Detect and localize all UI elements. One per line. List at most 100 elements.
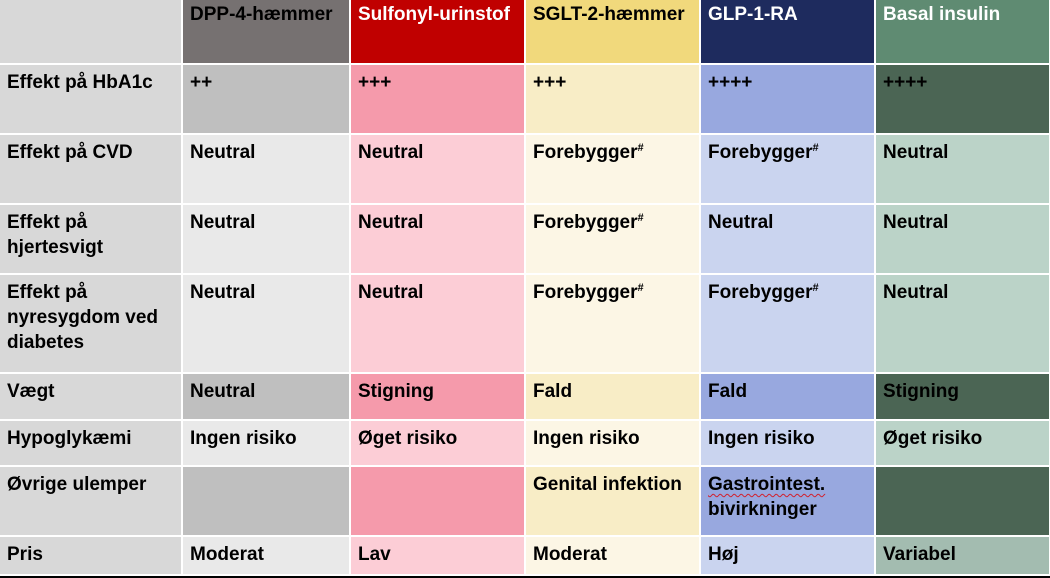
- cell-value: Øget risiko: [358, 428, 458, 449]
- table-cell: Neutral: [350, 134, 526, 205]
- table-row: Effekt på HbA1c ++ +++ +++ ++++ ++++: [0, 64, 1050, 135]
- cell-value: Moderat: [533, 544, 607, 565]
- cell-value: Ingen risiko: [708, 428, 815, 449]
- column-header: Sulfonyl-urinstof: [350, 0, 526, 65]
- cell-value: Fald: [533, 381, 573, 402]
- table-cell: [875, 466, 1050, 537]
- table-cell: Neutral: [182, 134, 351, 205]
- cell-value: Øget risiko: [883, 428, 983, 449]
- table-cell: Forebygger#: [525, 134, 701, 205]
- cell-value: Neutral: [883, 142, 949, 163]
- table-cell: Forebygger#: [525, 274, 701, 374]
- cell-value: Neutral: [358, 142, 424, 163]
- table-cell: Moderat: [525, 536, 701, 576]
- table-cell: Neutral: [182, 274, 351, 374]
- table-cell: ++++: [875, 64, 1050, 135]
- cell-value: +++: [358, 72, 392, 93]
- cell-value: Forebygger: [533, 282, 638, 303]
- row-header: Effekt på nyresygdom ved diabetes: [0, 274, 183, 374]
- table-cell: Neutral: [182, 373, 351, 421]
- footnote-marker: #: [637, 282, 644, 294]
- table-cell: Høj: [700, 536, 876, 576]
- table-cell: Forebygger#: [700, 134, 876, 205]
- table-cell: Gastrointest. bivirkninger: [700, 466, 876, 537]
- row-header-label: Effekt på hjertesvigt: [7, 212, 104, 258]
- table-cell: +++: [350, 64, 526, 135]
- column-header: SGLT-2-hæmmer: [525, 0, 701, 65]
- table-cell: Ingen risiko: [525, 420, 701, 467]
- cell-value: Stigning: [883, 381, 959, 402]
- table-cell: Øget risiko: [350, 420, 526, 467]
- row-header: Effekt på CVD: [0, 134, 183, 205]
- row-header: Effekt på hjertesvigt: [0, 204, 183, 275]
- table-row: Pris Moderat Lav Moderat Høj Variabel: [0, 536, 1050, 576]
- column-header-label: Basal insulin: [883, 4, 1001, 25]
- table-cell: Neutral: [350, 274, 526, 374]
- row-header: Effekt på HbA1c: [0, 64, 183, 135]
- table-cell: Neutral: [875, 204, 1050, 275]
- column-header-label: Sulfonyl-urinstof: [358, 4, 510, 25]
- cell-value: Lav: [358, 544, 391, 565]
- cell-value: Neutral: [358, 282, 424, 303]
- table-cell: Forebygger#: [700, 274, 876, 374]
- cell-value: Moderat: [190, 544, 264, 565]
- cell-value: Neutral: [358, 212, 424, 233]
- cell-value: Forebygger: [533, 212, 638, 233]
- table-cell: [350, 466, 526, 537]
- column-header: GLP-1-RA: [700, 0, 876, 65]
- cell-value: Ingen risiko: [533, 428, 640, 449]
- table-cell: Forebygger#: [525, 204, 701, 275]
- row-header: Hypoglykæmi: [0, 420, 183, 467]
- row-header-label: Effekt på HbA1c: [7, 72, 153, 93]
- footnote-marker: #: [812, 282, 819, 294]
- cell-value: Gastrointest. bivirkninger: [708, 474, 826, 520]
- table-cell: Neutral: [700, 204, 876, 275]
- cell-value: Ingen risiko: [190, 428, 297, 449]
- column-header: Basal insulin: [875, 0, 1050, 65]
- cell-value: Høj: [708, 544, 739, 565]
- table-cell: Neutral: [875, 274, 1050, 374]
- cell-value: Fald: [708, 381, 748, 402]
- table-cell: Neutral: [350, 204, 526, 275]
- table-cell: Stigning: [875, 373, 1050, 421]
- cell-value: Neutral: [190, 142, 256, 163]
- table-row: Effekt på CVD Neutral Neutral Forebygger# Fo…: [0, 134, 1050, 205]
- table-cell: Neutral: [182, 204, 351, 275]
- table-cell: Fald: [525, 373, 701, 421]
- footnote-marker: #: [637, 142, 644, 154]
- table-row: Effekt på nyresygdom ved diabetes Neutral…: [0, 274, 1050, 374]
- table-cell: Ingen risiko: [182, 420, 351, 467]
- cell-value: Forebygger: [708, 142, 813, 163]
- table-cell: ++++: [700, 64, 876, 135]
- row-header: Pris: [0, 536, 183, 576]
- table-row: Effekt på hjertesvigt Neutral Neutral Foreb…: [0, 204, 1050, 275]
- cell-value: Neutral: [883, 212, 949, 233]
- table-cell: [182, 466, 351, 537]
- row-header-label: Vægt: [7, 381, 55, 402]
- row-header: Vægt: [0, 373, 183, 421]
- column-header-label: GLP-1-RA: [708, 4, 798, 25]
- cell-value: Neutral: [190, 212, 256, 233]
- cell-value: Stigning: [358, 381, 434, 402]
- column-header-label: SGLT-2-hæmmer: [533, 4, 685, 25]
- table-row: Øvrige ulemper Genital infektion Gastroint…: [0, 466, 1050, 537]
- cell-value: ++++: [883, 72, 928, 93]
- footnote-marker: #: [637, 212, 644, 224]
- corner-cell: [0, 0, 183, 65]
- cell-value: ++++: [708, 72, 753, 93]
- row-header-label: Pris: [7, 544, 43, 565]
- table-cell: Genital infektion: [525, 466, 701, 537]
- cell-value: Forebygger: [708, 282, 813, 303]
- row-header-label: Hypoglykæmi: [7, 428, 132, 449]
- table-cell: Variabel: [875, 536, 1050, 576]
- row-header-label: Effekt på CVD: [7, 142, 133, 163]
- table-cell: Moderat: [182, 536, 351, 576]
- table-cell: Ingen risiko: [700, 420, 876, 467]
- cell-value: ++: [190, 72, 213, 93]
- table-row: Hypoglykæmi Ingen risiko Øget risiko Ingen …: [0, 420, 1050, 467]
- row-header: Øvrige ulemper: [0, 466, 183, 537]
- table-cell: Øget risiko: [875, 420, 1050, 467]
- table-cell: Stigning: [350, 373, 526, 421]
- cell-value: Neutral: [190, 282, 256, 303]
